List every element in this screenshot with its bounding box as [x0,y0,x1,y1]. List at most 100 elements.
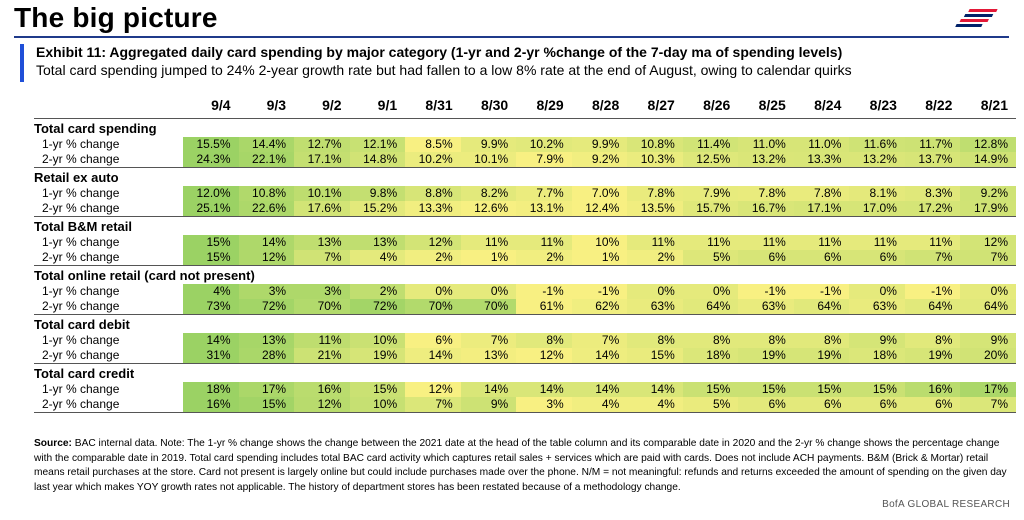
table-row: 2-yr % change 16% 15% 12% 10% 7% 9% 3% 4% 4% 5% 6% 6… [34,397,1016,413]
value-cell: 7.8% [627,186,683,201]
value-cell: 15% [682,382,739,397]
value-cell: 31% [183,348,239,364]
value-cell: 17.6% [294,201,350,217]
row-label: 1-yr % change [42,235,120,249]
row-label: 1-yr % change [42,382,120,396]
source-text: BAC internal data. Note: The 1-yr % chan… [34,438,1007,493]
value-cell: 13.1% [516,201,572,217]
row-label: 1-yr % change [42,137,120,151]
value-cell: 6% [793,250,850,266]
value-cell: 21% [294,348,350,364]
value-cell: 10% [349,333,406,348]
value-cell: 13% [460,348,517,364]
value-cell: 73% [183,299,239,315]
exhibit-subtitle: Total card spending jumped to 24% 2-year… [36,62,852,78]
row-label: 2-yr % change [34,348,183,364]
spending-table: 9/4 9/3 9/2 9/1 8/31 8/30 8/29 8/28 8/27 8/26 8/25… [34,92,1016,413]
table-row: 2-yr % change 31% 28% 21% 19% 14% 13% 12% 14% 15%… [34,348,1016,364]
date-header: 8/23 [869,97,897,113]
value-cell: 63% [738,299,794,315]
date-header: 9/3 [266,97,287,113]
value-cell: 10.2% [516,137,572,152]
value-cell: 62% [571,299,628,315]
value-cell: 19% [349,348,406,364]
value-cell: 9.2% [960,186,1016,201]
value-cell: 12.1% [349,137,406,152]
value-cell: 64% [682,299,739,315]
value-cell: 8.5% [405,137,461,152]
value-cell: 0% [960,284,1016,299]
value-cell: 13.3% [405,201,461,217]
value-cell: 11% [738,235,794,250]
exhibit-title: Exhibit 11: Aggregated daily card spendi… [36,44,843,60]
spending-table-container: 9/4 9/3 9/2 9/1 8/31 8/30 8/29 8/28 8/27 8/26 8/25… [34,92,1016,413]
table-row: 1-yr % change 12.0% 10.8% 10.1% 9.8% 8.8% 8.2%… [34,186,1016,201]
value-cell: 22.6% [238,201,295,217]
value-cell: -1% [571,284,628,299]
value-cell: -1% [793,284,850,299]
value-cell: 7.8% [738,186,794,201]
table-row: 2-yr % change 25.1% 22.6% 17.6% 15.2% 13.3% 12… [34,201,1016,217]
value-cell: 11.7% [904,137,961,152]
value-cell: 28% [238,348,295,364]
table-row: 2-yr % change 73% 72% 70% 72% 70% 70% 61% 62% 63%… [34,299,1016,315]
table-row: 1-yr % change 15.5% 14.4% 12.7% 12.1% 8.5% 9.9… [34,137,1016,152]
value-cell: 64% [793,299,850,315]
value-cell: 6% [405,333,461,348]
value-cell: 15.5% [183,137,239,152]
category-row: Total online retail (card not present) [34,265,1016,284]
value-cell: 2% [349,284,406,299]
value-cell: 10.1% [460,152,517,168]
value-cell: 3% [516,397,572,413]
value-cell: 4% [349,250,406,266]
value-cell: 4% [183,284,239,299]
category-row: Total card spending [34,118,1016,137]
value-cell: 15% [793,382,850,397]
value-cell: 14.8% [349,152,406,168]
table-row: 1-yr % change 4% 3% 3% 2% 0% 0% -1% -1% 0% 0% -1% -1… [34,284,1016,299]
value-cell: 5% [682,397,739,413]
value-cell: 8.1% [849,186,905,201]
table-row: 1-yr % change 14% 13% 11% 10% 6% 7% 8% 7% 8% 8% 8% 8… [34,333,1016,348]
table-row: 1-yr % change 15% 14% 13% 13% 12% 11% 11% 10% 11%… [34,235,1016,250]
value-cell: 61% [516,299,572,315]
value-cell: 12% [960,235,1016,250]
value-cell: 14% [571,348,628,364]
row-label: 1-yr % change [42,186,120,200]
value-cell: 11% [516,235,572,250]
category-row: Total B&M retail [34,216,1016,235]
value-cell: 25.1% [183,201,239,217]
value-cell: 2% [405,250,461,266]
value-cell: 22.1% [238,152,295,168]
value-cell: 63% [627,299,683,315]
category-row: Total card credit [34,363,1016,382]
value-cell: 14.9% [960,152,1016,168]
value-cell: 19% [793,348,850,364]
value-cell: 17.9% [960,201,1016,217]
value-cell: 12.5% [682,152,739,168]
value-cell: 2% [627,250,683,266]
value-cell: 18% [682,348,739,364]
category-label: Total card debit [34,314,1016,333]
value-cell: -1% [904,284,961,299]
value-cell: 8.2% [460,186,517,201]
source-label: Source: [34,438,72,449]
value-cell: 64% [960,299,1016,315]
value-cell: 10% [349,397,406,413]
date-header: 9/2 [322,97,342,113]
row-label: 1-yr % change [42,284,120,298]
category-label: Retail ex auto [34,167,1016,186]
value-cell: 13% [349,235,406,250]
value-cell: 14% [460,382,517,397]
value-cell: 13.2% [849,152,905,168]
value-cell: 7% [405,397,461,413]
category-row: Retail ex auto [34,167,1016,186]
date-header: 8/21 [980,97,1008,113]
value-cell: -1% [516,284,572,299]
value-cell: 8% [793,333,850,348]
value-cell: 9.2% [571,152,628,168]
value-cell: 11% [682,235,739,250]
value-cell: 63% [849,299,905,315]
value-cell: 10.8% [238,186,295,201]
value-cell: 12.4% [571,201,628,217]
